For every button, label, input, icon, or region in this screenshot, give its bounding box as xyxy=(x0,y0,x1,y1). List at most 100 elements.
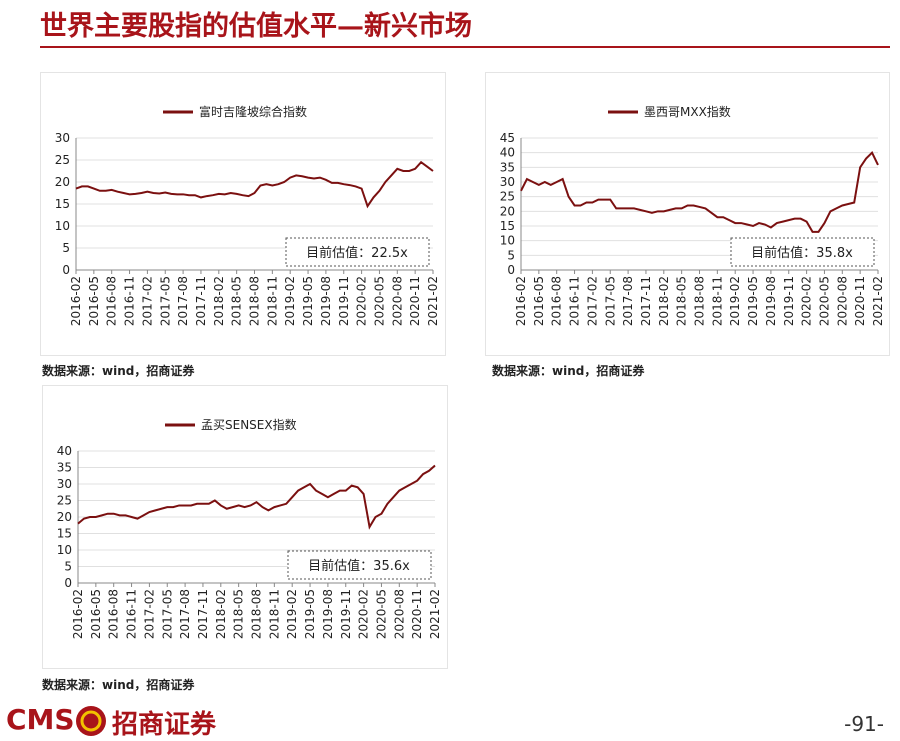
series-line xyxy=(75,160,434,209)
x-tick-label: 2020-11 xyxy=(408,276,422,326)
x-tick-label: 2016-05 xyxy=(532,276,546,326)
x-tick-label: 2018-08 xyxy=(250,589,264,639)
x-tick-label: 2017-05 xyxy=(160,589,174,639)
legend-label: 孟买SENSEX指数 xyxy=(201,417,297,432)
annotation-box xyxy=(287,550,432,580)
x-tick-label: 2019-02 xyxy=(728,276,742,326)
y-tick-label: 30 xyxy=(55,131,70,145)
x-tick-label: 2017-05 xyxy=(158,276,172,326)
logo-name: 招商证券 xyxy=(112,710,217,740)
y-tick-label: 5 xyxy=(64,560,72,574)
legend-label: 墨西哥MXX指数 xyxy=(644,104,731,119)
x-tick-label: 2020-02 xyxy=(800,276,814,326)
x-tick-label: 2017-08 xyxy=(176,276,190,326)
y-tick-label: 25 xyxy=(57,494,72,508)
x-tick-label: 2019-05 xyxy=(303,589,317,639)
page-title: 世界主要股指的估值水平—新兴市场 xyxy=(40,11,472,42)
y-tick-label: 40 xyxy=(500,146,515,160)
series-line xyxy=(77,464,436,530)
x-tick-label: 2018-05 xyxy=(230,276,244,326)
x-tick-label: 2020-11 xyxy=(853,276,867,326)
x-tick-label: 2018-11 xyxy=(267,589,281,639)
x-tick-label: 2016-11 xyxy=(125,589,139,639)
x-tick-label: 2017-11 xyxy=(639,276,653,326)
chart: 0 5 10 15 20 25 30 2016-02 2016-05 2016-08 2016-11… xyxy=(55,104,440,326)
title-rule xyxy=(40,46,890,48)
x-tick-label: 2016-05 xyxy=(87,276,101,326)
y-tick-label: 15 xyxy=(55,197,70,211)
x-tick-label: 2019-02 xyxy=(283,276,297,326)
y-tick-label: 30 xyxy=(500,175,515,189)
y-tick-label: 0 xyxy=(64,576,72,590)
annotation: 目前估值：22.5x xyxy=(306,245,408,261)
x-tick-label: 2016-05 xyxy=(89,589,103,639)
x-tick-label: 2016-11 xyxy=(568,276,582,326)
x-tick-label: 2019-08 xyxy=(319,276,333,326)
x-tick-label: 2020-08 xyxy=(835,276,849,326)
logo-brand: CMS xyxy=(6,703,75,736)
x-tick-label: 2021-02 xyxy=(871,276,885,326)
x-tick-label: 2018-08 xyxy=(248,276,262,326)
y-tick-label: 10 xyxy=(500,234,515,248)
annotation-box xyxy=(730,237,875,267)
y-tick-label: 40 xyxy=(57,444,72,458)
y-tick-label: 0 xyxy=(507,263,515,277)
source: 数据来源：wind，招商证券 xyxy=(42,678,195,692)
y-tick-label: 30 xyxy=(57,477,72,491)
source: 数据来源：wind，招商证券 xyxy=(492,364,645,378)
y-tick-label: 15 xyxy=(57,527,72,541)
x-tick-label: 2017-02 xyxy=(142,589,156,639)
y-tick-label: 25 xyxy=(55,153,70,167)
x-tick-label: 2017-08 xyxy=(178,589,192,639)
x-tick-label: 2019-08 xyxy=(764,276,778,326)
x-tick-label: 2017-11 xyxy=(196,589,210,639)
y-tick-label: 5 xyxy=(507,248,515,262)
x-tick-label: 2018-02 xyxy=(214,589,228,639)
y-tick-label: 10 xyxy=(57,543,72,557)
chart-panel: 0 5 10 15 20 25 30 2016-02 2016-05 2016-08 2016-11… xyxy=(40,72,446,356)
x-tick-label: 2018-02 xyxy=(657,276,671,326)
x-tick-label: 2018-08 xyxy=(693,276,707,326)
x-tick-label: 2020-05 xyxy=(817,276,831,326)
x-tick-label: 2019-02 xyxy=(285,589,299,639)
y-tick-label: 10 xyxy=(55,219,70,233)
y-tick-label: 45 xyxy=(500,131,515,145)
x-tick-label: 2020-08 xyxy=(390,276,404,326)
x-tick-label: 2019-11 xyxy=(782,276,796,326)
x-tick-label: 2016-08 xyxy=(107,589,121,639)
x-tick-label: 2020-05 xyxy=(374,589,388,639)
x-tick-label: 2016-02 xyxy=(69,276,83,326)
x-tick-label: 2016-08 xyxy=(105,276,119,326)
x-tick-label: 2020-11 xyxy=(410,589,424,639)
x-tick-label: 2018-02 xyxy=(212,276,226,326)
x-tick-label: 2018-11 xyxy=(710,276,724,326)
source: 数据来源：wind，招商证券 xyxy=(42,364,195,378)
x-tick-label: 2019-08 xyxy=(321,589,335,639)
annotation: 目前估值：35.6x xyxy=(308,558,410,574)
legend-label: 富时吉隆坡综合指数 xyxy=(199,104,307,119)
x-tick-label: 2016-02 xyxy=(514,276,528,326)
x-tick-label: 2017-08 xyxy=(621,276,635,326)
annotation: 目前估值：35.8x xyxy=(751,245,853,261)
y-tick-label: 15 xyxy=(500,219,515,233)
x-tick-label: 2019-05 xyxy=(746,276,760,326)
x-tick-label: 2021-02 xyxy=(428,589,442,639)
x-tick-label: 2017-02 xyxy=(140,276,154,326)
x-tick-label: 2019-11 xyxy=(339,589,353,639)
y-tick-label: 35 xyxy=(500,160,515,174)
x-tick-label: 2020-08 xyxy=(392,589,406,639)
x-tick-label: 2016-08 xyxy=(550,276,564,326)
x-tick-label: 2017-11 xyxy=(194,276,208,326)
x-tick-label: 2019-05 xyxy=(301,276,315,326)
y-tick-label: 0 xyxy=(62,263,70,277)
x-tick-label: 2018-05 xyxy=(232,589,246,639)
x-tick-label: 2016-02 xyxy=(71,589,85,639)
x-tick-label: 2019-11 xyxy=(337,276,351,326)
x-tick-label: 2020-02 xyxy=(355,276,369,326)
x-tick-label: 2020-02 xyxy=(357,589,371,639)
x-tick-label: 2018-05 xyxy=(675,276,689,326)
chart-panel: 0 5 10 15 20 25 30 35 40 45 2016-02 2016-05 2016-08 2… xyxy=(485,72,890,356)
page-number: -91- xyxy=(844,712,884,736)
